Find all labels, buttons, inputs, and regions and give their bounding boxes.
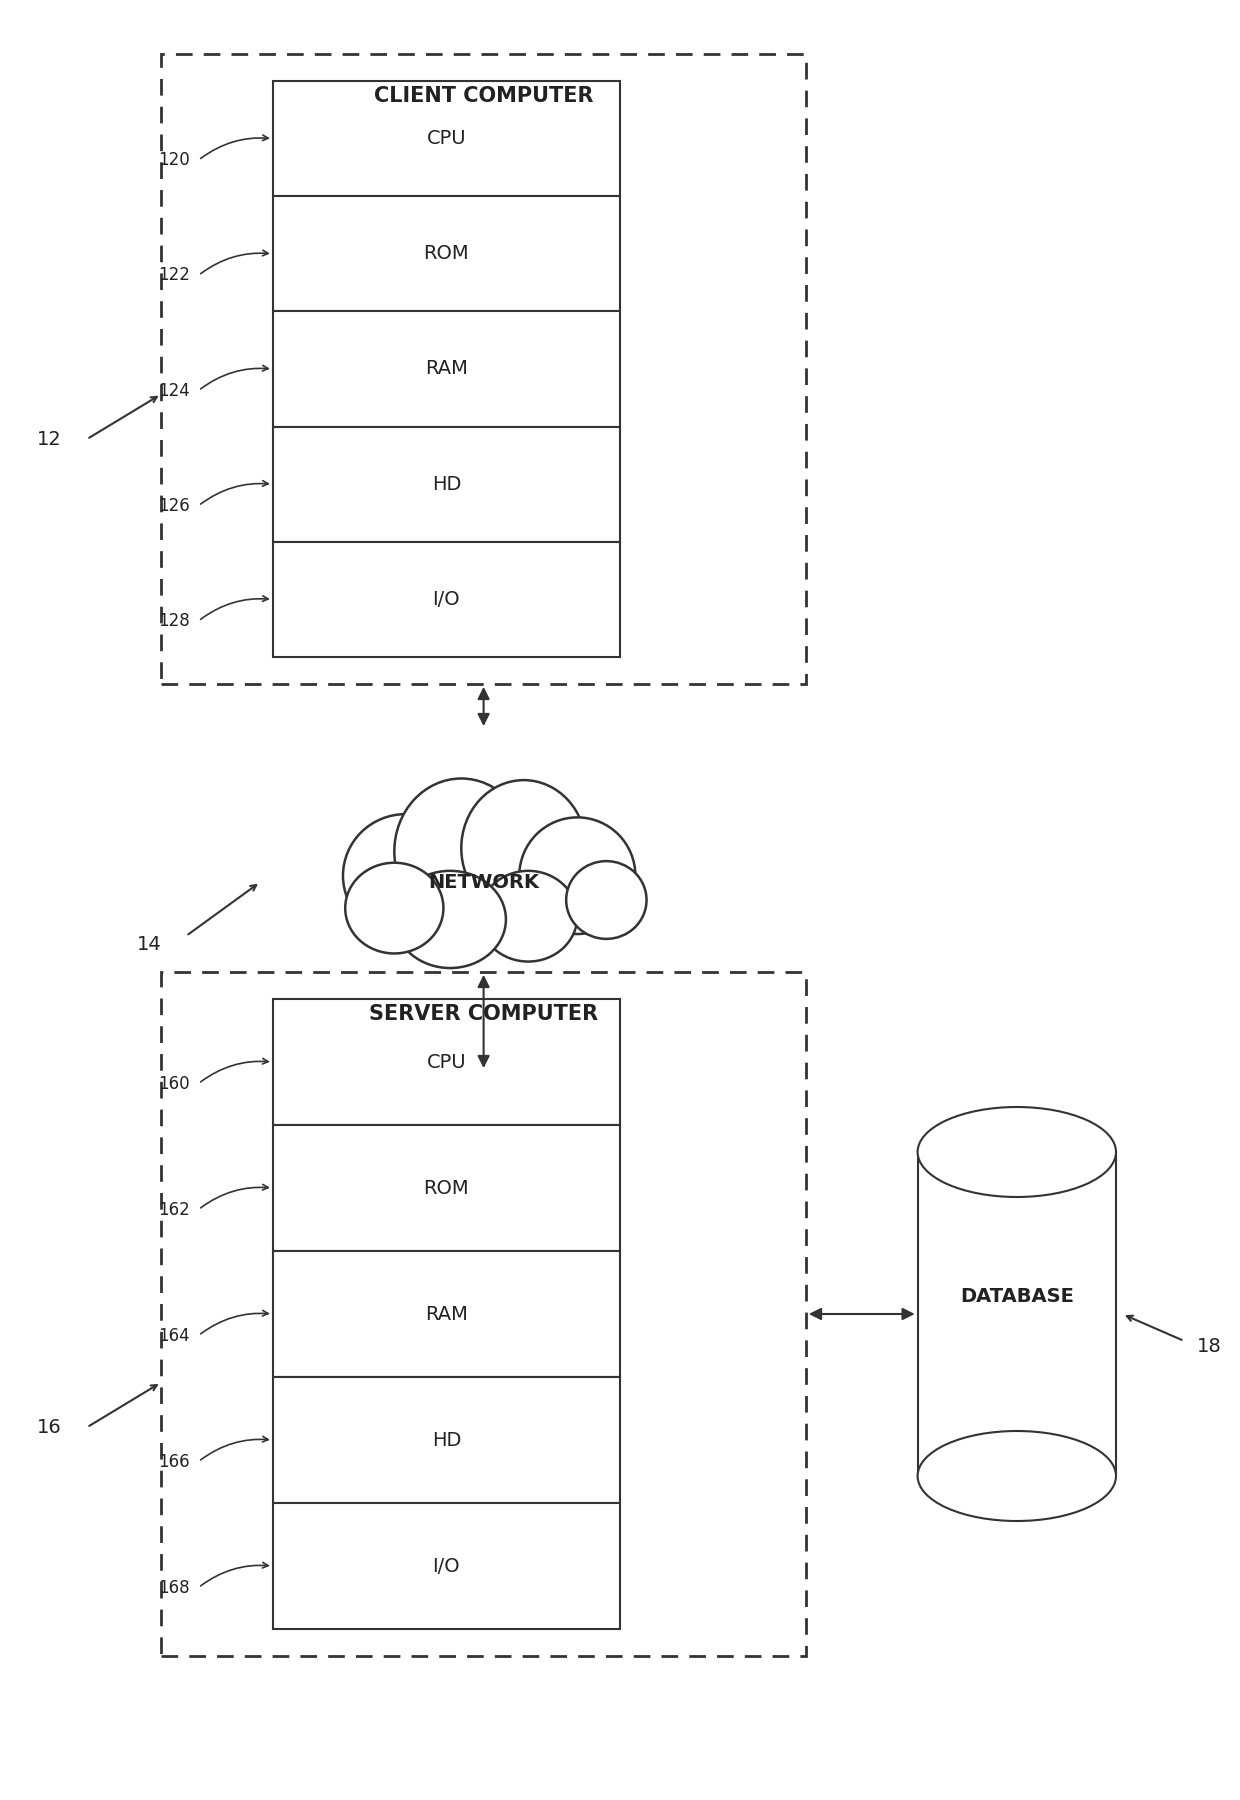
Ellipse shape: [520, 817, 635, 934]
Ellipse shape: [918, 1431, 1116, 1521]
FancyBboxPatch shape: [161, 54, 806, 684]
Text: 122: 122: [157, 266, 190, 284]
Text: ROM: ROM: [424, 1179, 469, 1197]
FancyBboxPatch shape: [273, 427, 620, 542]
Text: SERVER COMPUTER: SERVER COMPUTER: [370, 1004, 598, 1024]
Text: 124: 124: [157, 382, 190, 400]
Text: 128: 128: [157, 612, 190, 630]
Text: CLIENT COMPUTER: CLIENT COMPUTER: [373, 86, 594, 106]
FancyBboxPatch shape: [273, 1251, 620, 1377]
Text: 12: 12: [37, 430, 62, 448]
Text: 14: 14: [136, 936, 161, 954]
Text: RAM: RAM: [425, 360, 467, 378]
Text: CPU: CPU: [427, 130, 466, 148]
FancyBboxPatch shape: [161, 972, 806, 1656]
Text: HD: HD: [432, 475, 461, 493]
Text: 16: 16: [37, 1418, 62, 1436]
Text: 120: 120: [157, 151, 190, 169]
Text: ROM: ROM: [424, 245, 469, 263]
Text: 160: 160: [157, 1075, 190, 1093]
Text: 168: 168: [157, 1579, 190, 1597]
FancyBboxPatch shape: [273, 999, 620, 1125]
Ellipse shape: [918, 1107, 1116, 1197]
Text: CPU: CPU: [427, 1053, 466, 1071]
FancyBboxPatch shape: [918, 1152, 1116, 1476]
FancyBboxPatch shape: [273, 311, 620, 427]
Text: 18: 18: [1197, 1337, 1221, 1355]
Ellipse shape: [343, 814, 467, 938]
FancyBboxPatch shape: [273, 1377, 620, 1503]
Ellipse shape: [479, 871, 578, 961]
FancyBboxPatch shape: [273, 196, 620, 311]
Text: HD: HD: [432, 1431, 461, 1449]
Ellipse shape: [461, 779, 587, 916]
Ellipse shape: [394, 871, 506, 968]
Text: 166: 166: [157, 1453, 190, 1471]
Text: DATABASE: DATABASE: [960, 1287, 1074, 1305]
Text: I/O: I/O: [433, 590, 460, 608]
Text: 164: 164: [157, 1327, 190, 1345]
Text: I/O: I/O: [433, 1557, 460, 1575]
Text: 126: 126: [157, 497, 190, 515]
Ellipse shape: [567, 860, 646, 940]
FancyBboxPatch shape: [273, 81, 620, 196]
Ellipse shape: [345, 862, 444, 954]
FancyBboxPatch shape: [273, 1125, 620, 1251]
Ellipse shape: [394, 778, 528, 925]
FancyBboxPatch shape: [273, 542, 620, 657]
Text: 162: 162: [157, 1201, 190, 1219]
Text: NETWORK: NETWORK: [428, 873, 539, 891]
Text: RAM: RAM: [425, 1305, 467, 1323]
FancyBboxPatch shape: [273, 1503, 620, 1629]
